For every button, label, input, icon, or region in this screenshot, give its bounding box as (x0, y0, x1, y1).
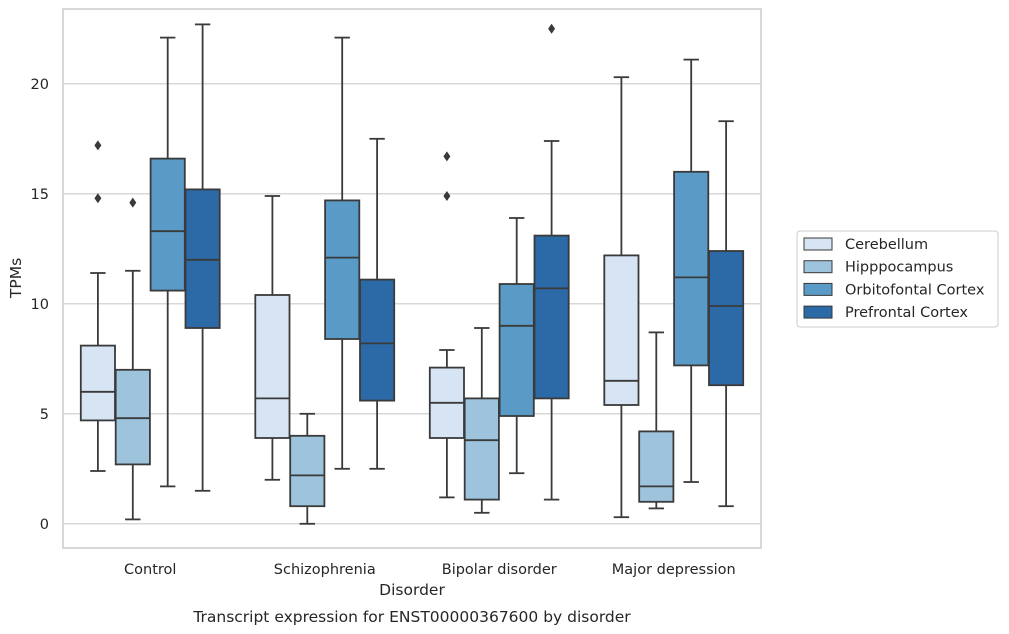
box (114, 368, 151, 466)
legend-label: Prefrontal Cortex (845, 305, 968, 321)
outlier-point (548, 23, 556, 34)
y-tick-label: 0 (40, 517, 49, 533)
x-tick-label: Control (124, 562, 176, 578)
box-plot (498, 217, 535, 475)
x-tick-label: Major depression (612, 562, 736, 578)
box (603, 254, 640, 406)
legend-label: Orbitofontal Cortex (845, 282, 985, 298)
outlier-point (129, 197, 137, 208)
box-plot (359, 137, 396, 470)
box (184, 188, 221, 329)
legend-label: Cerebellum (845, 237, 928, 253)
box (708, 250, 745, 387)
box-plot (533, 23, 570, 501)
box-plot (254, 195, 291, 481)
box (324, 199, 361, 340)
box (149, 157, 186, 292)
x-axis-label: Disorder (379, 581, 445, 599)
legend-swatch (803, 305, 833, 319)
box (463, 397, 500, 501)
outlier-point (443, 151, 451, 162)
outlier-point (94, 193, 102, 204)
box (638, 430, 675, 503)
box-plot (708, 120, 745, 508)
chart-caption: Transcript expression for ENST0000036760… (192, 608, 631, 626)
box (673, 170, 710, 367)
box-plot (673, 58, 710, 483)
box-plot (428, 151, 465, 499)
outlier-point (443, 191, 451, 201)
plot-frame (62, 8, 762, 549)
box-plot (463, 327, 500, 514)
box-plot (149, 36, 186, 488)
y-tick-label: 15 (31, 187, 49, 203)
box (254, 294, 291, 439)
legend-frame (796, 230, 999, 328)
box-plot (324, 36, 361, 470)
y-axis-label: TPMs (7, 258, 25, 299)
box (498, 283, 535, 417)
box (289, 434, 326, 508)
legend: Cerebellum Hipppocampus Orbitofontal Corte… (796, 230, 999, 328)
legend-swatch (803, 237, 833, 251)
y-tick-labels: 0 5 10 15 20 (31, 77, 49, 533)
box (79, 344, 116, 422)
box-plot (184, 23, 221, 492)
x-tick-label: Schizophrenia (274, 562, 376, 578)
legend-swatch (803, 260, 833, 274)
legend-swatch (803, 282, 833, 296)
x-tick-labels: Control Schizophrenia Bipolar disorder Majo… (124, 562, 736, 578)
x-tick-label: Bipolar disorder (442, 562, 557, 578)
box-plot (114, 197, 151, 521)
box-plot (638, 331, 675, 510)
y-tick-label: 5 (40, 407, 49, 423)
y-tick-label: 10 (31, 297, 49, 313)
box (359, 278, 396, 402)
y-tick-label: 20 (31, 77, 49, 93)
box-plot (79, 140, 116, 472)
box-plot (289, 412, 326, 525)
box-groups (79, 23, 745, 525)
outlier-point (94, 140, 102, 151)
legend-label: Hipppocampus (845, 260, 953, 276)
box (533, 234, 570, 400)
box-plot (603, 76, 640, 519)
